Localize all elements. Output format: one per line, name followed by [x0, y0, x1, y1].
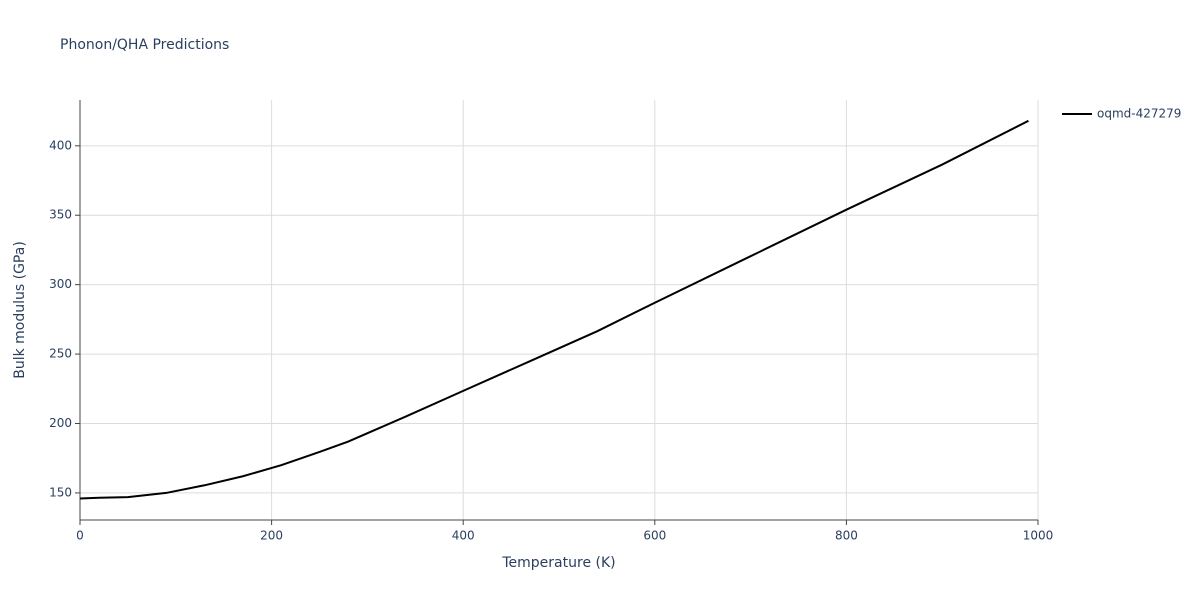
y-tick-label: 300 [49, 277, 72, 291]
x-tick-label: 400 [452, 529, 475, 543]
y-tick-label: 350 [49, 208, 72, 222]
x-axis-label: Temperature (K) [501, 555, 615, 571]
x-tick-label: 1000 [1023, 529, 1054, 543]
y-tick-label: 400 [49, 138, 72, 152]
x-tick-label: 600 [643, 529, 666, 543]
legend-label: oqmd-427279 [1097, 107, 1181, 121]
y-tick-label: 250 [49, 347, 72, 361]
line-series [79, 119, 1029, 500]
x-tick-label: 0 [76, 529, 84, 543]
chart-title: Phonon/QHA Predictions [60, 37, 229, 53]
y-axis-label: Bulk modulus (GPa) [12, 241, 28, 379]
y-tick-label: 200 [49, 416, 72, 430]
x-tick-label: 200 [260, 529, 283, 543]
y-tick-label: 150 [49, 485, 72, 499]
x-tick-label: 800 [835, 529, 858, 543]
